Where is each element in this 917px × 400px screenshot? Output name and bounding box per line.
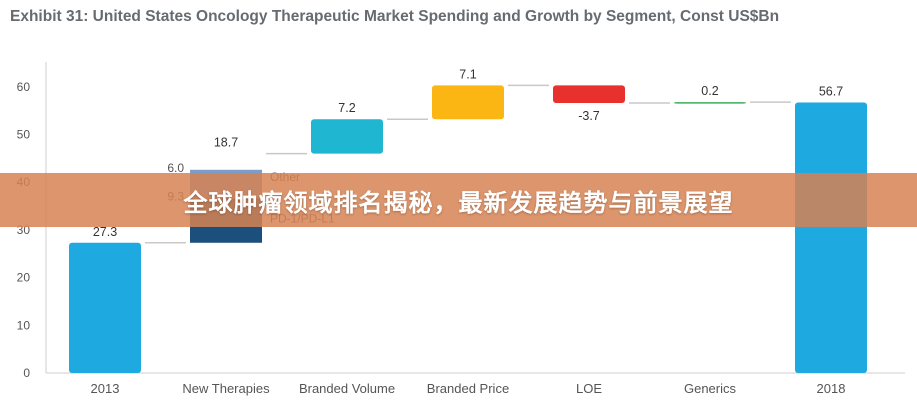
overlay-banner: 全球肿瘤领域排名揭秘，最新发展趋势与前景展望 bbox=[0, 173, 917, 227]
value-label: 7.2 bbox=[338, 101, 355, 115]
banner-text: 全球肿瘤领域排名揭秘，最新发展趋势与前景展望 bbox=[183, 188, 734, 217]
category-label: 2018 bbox=[817, 381, 846, 396]
bar-loe bbox=[553, 85, 625, 104]
category-label: Generics bbox=[684, 381, 737, 396]
category-label-group: 2013 New Therapies Branded Volume Branded P… bbox=[91, 381, 846, 396]
y-tick-label: 60 bbox=[17, 80, 31, 94]
category-label: New Therapies bbox=[182, 381, 270, 396]
bar-group bbox=[69, 85, 867, 373]
category-label: Branded Volume bbox=[299, 381, 395, 396]
bar-2013 bbox=[69, 242, 141, 373]
value-label: 18.7 bbox=[214, 136, 238, 150]
value-label: 0.2 bbox=[701, 84, 718, 98]
category-label: Branded Price bbox=[427, 381, 509, 396]
bar-2018 bbox=[795, 102, 867, 373]
value-label: -3.7 bbox=[578, 109, 600, 123]
y-tick-label: 10 bbox=[17, 318, 31, 332]
bar-branded-price bbox=[432, 85, 504, 120]
segment-value-label: 6.0 bbox=[167, 161, 184, 175]
value-label: 56.7 bbox=[819, 85, 843, 99]
connector-group bbox=[145, 84, 791, 244]
value-label: 27.3 bbox=[93, 225, 117, 239]
y-tick-label: 20 bbox=[17, 271, 31, 285]
bar-branded-volume bbox=[311, 119, 383, 154]
chart-title: Exhibit 31: United States Oncology Thera… bbox=[10, 8, 780, 25]
category-label: LOE bbox=[576, 381, 602, 396]
y-tick-group: 0102030405060 bbox=[17, 80, 31, 380]
value-label: 7.1 bbox=[459, 67, 476, 81]
y-tick-label: 50 bbox=[17, 128, 31, 142]
y-tick-label: 0 bbox=[23, 366, 30, 380]
bar-generics bbox=[674, 102, 746, 104]
category-label: 2013 bbox=[91, 381, 120, 396]
